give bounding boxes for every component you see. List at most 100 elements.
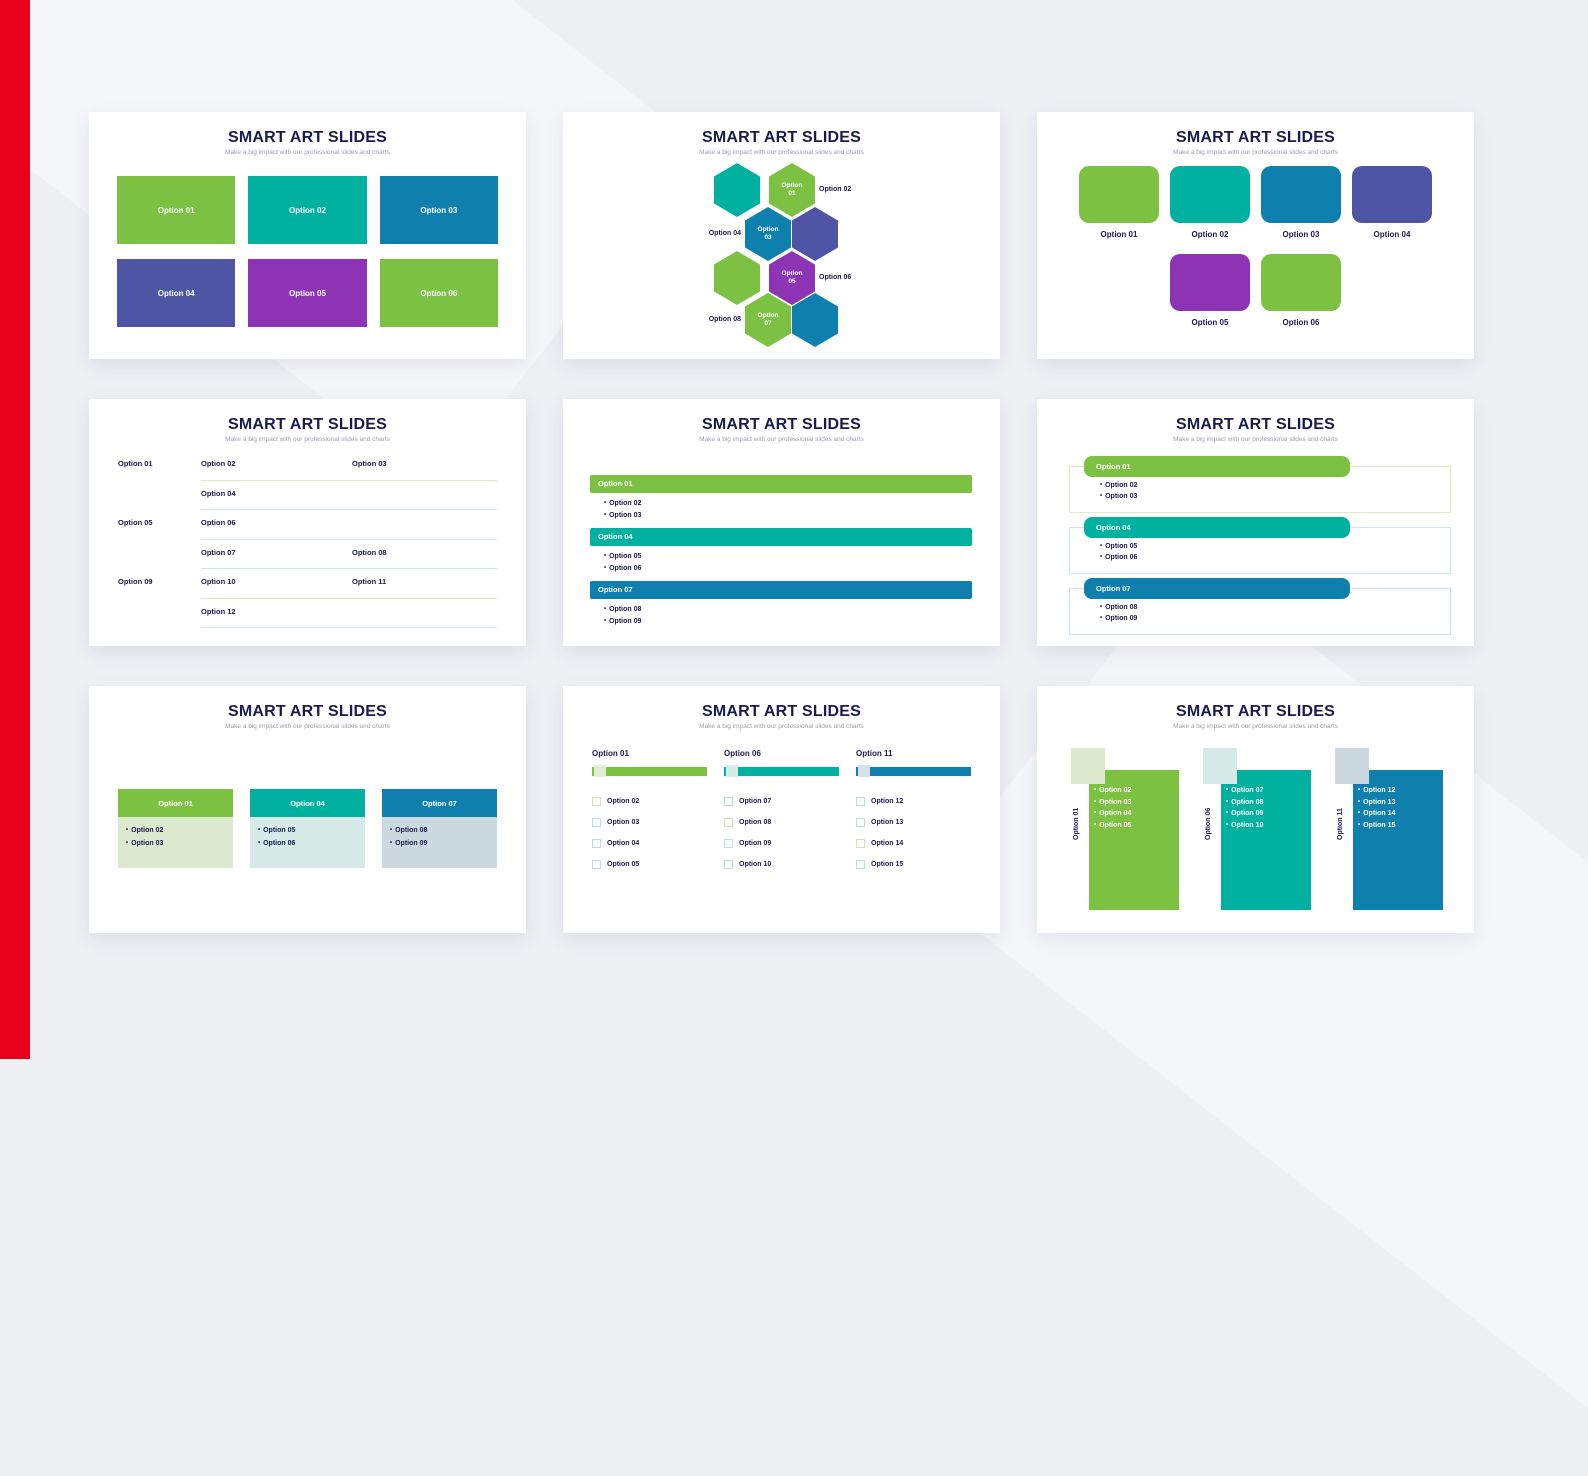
checklist-label: Option 02 <box>607 798 640 805</box>
slide-header: SMART ART SLIDES Make a big impact with … <box>1037 129 1474 156</box>
rounded-box-label: Option 02 <box>1191 230 1229 239</box>
row-line: Option 12 <box>201 599 497 628</box>
color-panel: Option 12 Option 13 Option 14 Option 15 <box>1353 770 1443 910</box>
grid-box: Option 01 <box>117 176 236 244</box>
hexagon <box>714 251 760 305</box>
column-body: Option 05 Option 06 <box>250 817 365 868</box>
row-cell: Option 07 <box>201 547 236 557</box>
checklist-label: Option 07 <box>739 798 772 805</box>
column-header: Option 11 <box>856 749 893 758</box>
section: Option 04 Option 05 Option 06 <box>1069 517 1451 574</box>
column: Option 04 Option 05 Option 06 <box>250 789 365 868</box>
bullet-item: Option 05 <box>604 551 972 563</box>
slide-card-header-bars: SMART ART SLIDES Make a big impact with … <box>563 399 1000 646</box>
color-panel: Option 02 Option 03 Option 04 Option 05 <box>1089 770 1179 910</box>
list-row: Option 12 <box>118 599 497 629</box>
section: Option 07 Option 08 Option 09 <box>1069 578 1451 635</box>
red-accent-bar <box>0 0 30 1059</box>
list-row: Option 01 Option 02 Option 03 <box>118 451 497 481</box>
bullet-item: Option 14 <box>1358 808 1443 820</box>
checklist-item: Option 15 <box>856 854 971 875</box>
slide-title: SMART ART SLIDES <box>701 416 862 433</box>
checkbox-icon <box>856 818 865 827</box>
bullet-item: Option 03 <box>1100 491 1450 502</box>
checklist-label: Option 12 <box>871 798 904 805</box>
rounded-boxes-row: Option 01 Option 02 Option 03 Option 04 <box>1037 166 1474 239</box>
bullet-item: Option 05 <box>1094 820 1179 832</box>
progress-bar <box>592 765 707 777</box>
bar-marker <box>858 765 870 777</box>
slide-subtitle: Make a big impact with our professional … <box>1173 149 1338 156</box>
tinted-columns: Option 01 Option 02 Option 03 Option 04 … <box>118 789 497 868</box>
slide-header: SMART ART SLIDES Make a big impact with … <box>563 129 1000 156</box>
row-cell: Option 04 <box>201 488 236 498</box>
list-row: Option 07 Option 08 <box>118 540 497 570</box>
rounded-box <box>1079 166 1159 223</box>
bullet-item: Option 06 <box>604 563 972 575</box>
checklist-label: Option 10 <box>739 861 772 868</box>
checklist-item: Option 12 <box>856 791 971 812</box>
section-bullets: Option 02 Option 03 <box>590 493 972 528</box>
slide-header: SMART ART SLIDES Make a big impact with … <box>563 416 1000 443</box>
section-bar: Option 01 <box>1084 456 1350 477</box>
row-cell: Option 02 <box>201 459 236 468</box>
slide-card-hexagons: SMART ART SLIDES Make a big impact with … <box>563 112 1000 359</box>
checklist-item: Option 13 <box>856 812 971 833</box>
rounded-box <box>1170 166 1250 223</box>
accent-square <box>1203 748 1237 784</box>
bullet-item: Option 13 <box>1358 797 1443 809</box>
grid-box: Option 06 <box>379 259 498 327</box>
rounded-box-label: Option 05 <box>1191 318 1229 327</box>
checkbox-icon <box>724 818 733 827</box>
slide-header: SMART ART SLIDES Make a big impact with … <box>89 416 526 443</box>
checklist-label: Option 13 <box>871 819 904 826</box>
section-bar: Option 04 <box>1084 517 1350 538</box>
section-bar: Option 04 <box>590 528 972 546</box>
slide-card-rounded-bars: SMART ART SLIDES Make a big impact with … <box>1037 399 1474 646</box>
row-line: Option 10 Option 11 <box>201 569 497 599</box>
column-header: Option 07 <box>382 789 497 817</box>
slide-subtitle: Make a big impact with our professional … <box>1173 723 1338 730</box>
rounded-box-item: Option 04 <box>1352 166 1432 239</box>
row-label: Option 01 <box>118 459 153 468</box>
slide-header: SMART ART SLIDES Make a big impact with … <box>1037 416 1474 443</box>
checklist-item: Option 07 <box>724 791 839 812</box>
row-cell: Option 10 <box>201 577 236 586</box>
slide-title: SMART ART SLIDES <box>227 703 388 720</box>
row-line: Option 06 <box>201 510 497 540</box>
bullet-item: Option 04 <box>1094 808 1179 820</box>
slide-card-lined-list: SMART ART SLIDES Make a big impact with … <box>89 399 526 646</box>
checkbox-icon <box>592 818 601 827</box>
slide-subtitle: Make a big impact with our professional … <box>699 436 864 443</box>
checklist-label: Option 15 <box>871 861 904 868</box>
checklist-item: Option 03 <box>592 812 707 833</box>
checklist-item: Option 05 <box>592 854 707 875</box>
rounded-boxes: Option 01 Option 02 Option 03 Option 04 <box>1037 166 1474 327</box>
row-label <box>118 540 201 570</box>
checklist-item: Option 04 <box>592 833 707 854</box>
bullet-item: Option 02 <box>1094 785 1179 797</box>
section-bullets: Option 08 Option 09 <box>590 599 972 634</box>
checklist-item: Option 14 <box>856 833 971 854</box>
row-label <box>118 599 201 629</box>
checklist-item: Option 10 <box>724 854 839 875</box>
rounded-boxes-row: Option 05 Option 06 <box>1037 254 1474 327</box>
row-line: Option 07 Option 08 <box>201 540 497 569</box>
row-cell: Option 08 <box>352 547 387 557</box>
slide-subtitle: Make a big impact with our professional … <box>699 149 864 156</box>
section: Option 01 Option 02 Option 03 <box>1069 456 1451 513</box>
accent-square <box>1335 748 1369 784</box>
column-header: Option 01 <box>118 789 233 817</box>
bullet-item: Option 08 <box>1100 602 1450 613</box>
bullet-item: Option 06 <box>258 837 365 850</box>
bullet-item: Option 09 <box>390 837 497 850</box>
checklist-item: Option 02 <box>592 791 707 812</box>
row-label <box>118 481 201 511</box>
vertical-block: Option 07 Option 08 Option 09 Option 10 … <box>1203 748 1311 912</box>
checkbox-icon <box>856 860 865 869</box>
column: Option 01 Option 02 Option 03 <box>118 789 233 868</box>
vertical-label: Option 11 <box>1337 808 1344 840</box>
checklist-label: Option 09 <box>739 840 772 847</box>
progress-bar <box>724 765 839 777</box>
grid-box: Option 03 <box>379 176 498 244</box>
